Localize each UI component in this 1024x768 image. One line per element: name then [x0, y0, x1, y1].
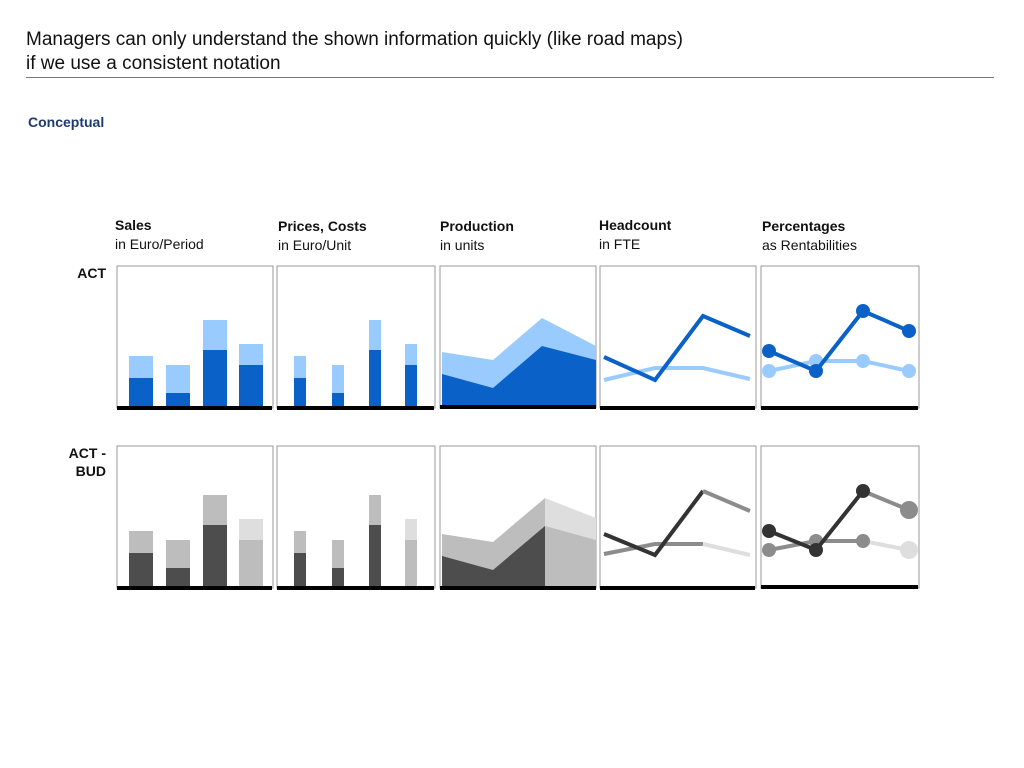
bar-lower [369, 525, 381, 588]
bar-lower [203, 350, 227, 408]
panel-production-act [439, 265, 597, 409]
series-line-dark [603, 313, 751, 383]
column-heading-headcount: Headcount in FTE [599, 216, 671, 254]
data-point [856, 534, 870, 548]
title-divider [26, 77, 994, 78]
bar-upper [239, 344, 263, 365]
bar-upper [129, 531, 153, 553]
bar-lower-forecast [239, 540, 263, 588]
panel-frame [599, 265, 757, 409]
data-point [809, 543, 823, 557]
row-label-line: BUD [75, 463, 106, 479]
bar-lower [332, 568, 344, 588]
panel-prices-bud [276, 445, 436, 590]
data-point [902, 324, 916, 338]
bar-lower [369, 350, 381, 408]
area-lower [442, 346, 596, 408]
series-line-actual [603, 489, 705, 558]
data-point [856, 354, 870, 368]
column-title: Headcount [599, 217, 672, 233]
bar-lower [332, 393, 344, 408]
bar-lower [129, 553, 153, 588]
title-line-1: Managers can only understand the shown i… [26, 29, 683, 50]
bar-upper [203, 320, 227, 350]
column-title: Production [440, 218, 514, 234]
bar-lower [203, 525, 227, 588]
series-line-budget [603, 542, 703, 556]
section-label: Conceptual [28, 114, 105, 130]
area-lower-forecast [545, 526, 596, 588]
panel-percentages-bud [760, 445, 920, 589]
bar-upper [332, 365, 344, 393]
column-heading-sales: Sales in Euro/Period [115, 216, 204, 254]
bar-upper [294, 356, 306, 378]
column-heading-percentages: Percentages as Rentabilities [762, 217, 857, 255]
series-line-light [768, 359, 910, 373]
series-line-budget-forecast [702, 542, 751, 557]
column-unit: in Euro/Period [115, 236, 204, 252]
bar-lower-forecast [405, 540, 417, 588]
bar-upper [405, 344, 417, 365]
series-line-dark [768, 308, 910, 374]
column-title: Percentages [762, 218, 846, 234]
title-line-2: if we use a consistent notation [26, 53, 281, 74]
bar-upper [203, 495, 227, 525]
panel-percentages-act [760, 265, 920, 410]
bar-upper [369, 495, 381, 525]
column-heading-production: Production in units [440, 217, 514, 255]
panel-frame [760, 265, 920, 409]
data-point [762, 543, 776, 557]
column-unit: in units [440, 237, 485, 253]
bar-lower [294, 553, 306, 588]
bar-lower [166, 393, 190, 408]
bar-upper [332, 540, 344, 568]
column-title: Sales [115, 217, 152, 233]
bar-upper [369, 320, 381, 350]
bar-lower [294, 378, 306, 408]
row-label-line: ACT - [68, 445, 106, 461]
data-point [856, 484, 870, 498]
bar-lower [405, 365, 417, 408]
data-point [902, 364, 916, 378]
data-point [762, 364, 776, 378]
panel-sales-act [116, 265, 274, 410]
data-point [809, 364, 823, 378]
series-line-actual-forecast [702, 489, 751, 513]
bar-lower [166, 568, 190, 588]
bar-upper [129, 356, 153, 378]
bar-lower [129, 378, 153, 408]
row-label-line: ACT [77, 265, 106, 281]
row-label-act: ACT [56, 264, 106, 282]
bar-upper [166, 365, 190, 393]
data-point-forecast [900, 501, 918, 519]
panel-production-bud [439, 445, 597, 590]
column-unit: as Rentabilities [762, 237, 857, 253]
panel-headcount-act [599, 265, 757, 410]
bar-upper [166, 540, 190, 568]
bar-upper-forecast [405, 519, 417, 540]
row-label-act-bud: ACT - BUD [46, 444, 106, 480]
series-line-light [603, 366, 751, 382]
area-lower [442, 526, 545, 588]
panel-prices-act [276, 265, 436, 410]
bar-lower [239, 365, 263, 408]
panel-headcount-bud [599, 445, 757, 590]
column-unit: in FTE [599, 236, 641, 252]
panel-frame [599, 445, 757, 589]
column-unit: in Euro/Unit [278, 237, 352, 253]
column-title: Prices, Costs [278, 218, 367, 234]
data-point-forecast [900, 541, 918, 559]
panel-sales-bud [116, 445, 274, 590]
bar-upper [294, 531, 306, 553]
data-point [762, 524, 776, 538]
column-heading-prices: Prices, Costs in Euro/Unit [278, 217, 367, 255]
bar-upper-forecast [239, 519, 263, 540]
data-point [762, 344, 776, 358]
data-point [856, 304, 870, 318]
page-title: Managers can only understand the shown i… [26, 28, 683, 76]
